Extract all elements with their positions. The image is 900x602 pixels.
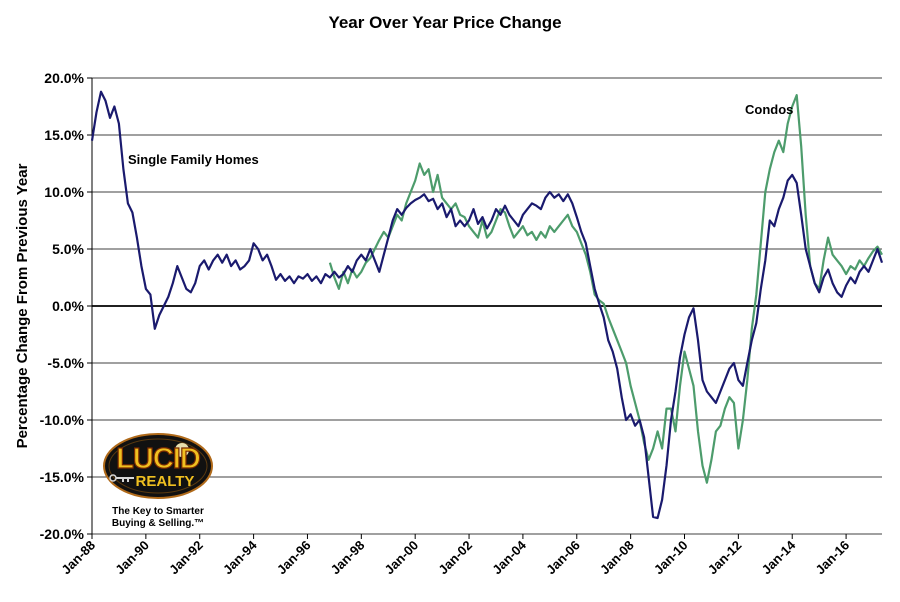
y-tick-label: -20.0% (40, 526, 85, 542)
x-tick-label: Jan-94 (220, 537, 260, 577)
logo-tagline-line2: Buying & Selling.™ (112, 518, 204, 529)
x-tick-label: Jan-04 (489, 537, 529, 577)
logo-brand: LUCID (116, 443, 200, 475)
y-axis-ticks: 20.0% 15.0% 10.0% 5.0% 0.0% -5.0% -10.0% -15.0%… (40, 70, 85, 542)
y-tick-label: 20.0% (44, 70, 84, 86)
x-tick-label: Jan-08 (597, 538, 637, 578)
annotation-single-family: Single Family Homes (128, 152, 259, 167)
y-tick-label: -5.0% (47, 355, 84, 371)
logo-flare-icon (175, 443, 189, 457)
y-tick-label: -10.0% (40, 412, 85, 428)
x-tick-label: Jan-92 (166, 538, 206, 578)
grid-lines (87, 77, 882, 539)
series-line-condos (328, 94, 883, 484)
logo-tagline-line1: The Key to Smarter (112, 506, 204, 517)
x-tick-label: Jan-98 (328, 538, 368, 578)
x-tick-label: Jan-10 (651, 538, 691, 578)
x-axis-ticks: Jan-88 Jan-90 Jan-92 Jan-94 Jan-96 Jan-98 Jan-… (58, 537, 852, 577)
x-tick-label: Jan-12 (705, 538, 745, 578)
key-ring-icon (109, 474, 117, 482)
y-tick-label: 10.0% (44, 184, 84, 200)
y-tick-label: 15.0% (44, 127, 84, 143)
annotation-condos: Condos (745, 102, 793, 117)
x-tick-label: Jan-96 (274, 538, 314, 578)
y-tick-label: 0.0% (52, 298, 84, 314)
series-line-single-family (90, 90, 884, 520)
key-icon (116, 477, 134, 482)
y-tick-label: -15.0% (40, 469, 85, 485)
y-axis-label: Percentage Change From Previous Year (14, 163, 31, 448)
x-tick-label: Jan-88 (58, 538, 98, 578)
logo-sub: REALTY (136, 473, 195, 490)
lucid-realty-logo: LUCID REALTY The Key to Smarter Buying &… (103, 433, 213, 529)
x-tick-label: Jan-16 (812, 538, 852, 578)
logo-badge-ring (108, 438, 208, 494)
x-tick-label: Jan-06 (543, 538, 583, 578)
x-tick-label: Jan-02 (435, 538, 475, 578)
y-tick-label: 5.0% (52, 241, 84, 257)
series-lines (90, 90, 884, 520)
x-tick-label: Jan-14 (759, 537, 799, 577)
chart-title: Year Over Year Price Change (328, 13, 561, 32)
x-tick-label: Jan-90 (112, 538, 152, 578)
x-tick-label: Jan-00 (382, 538, 422, 578)
